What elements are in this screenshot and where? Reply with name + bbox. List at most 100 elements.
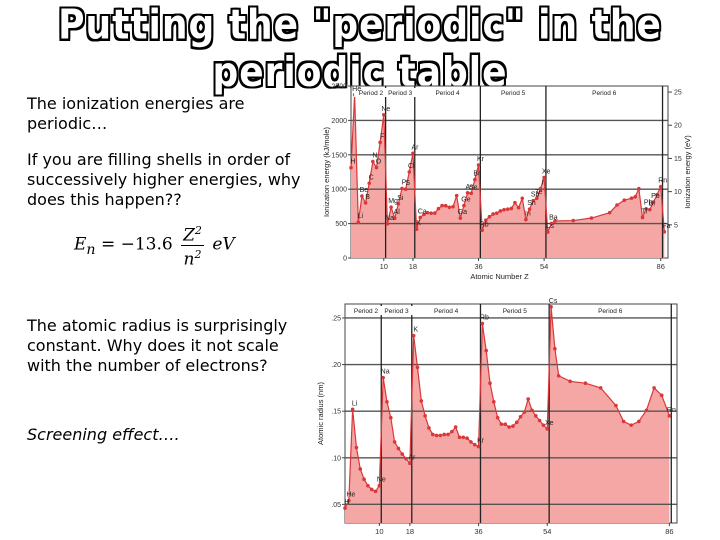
eq-lhs: E <box>74 234 87 255</box>
period-label-bg <box>497 306 532 315</box>
y-tick-label: 1500 <box>331 152 347 159</box>
data-point <box>415 365 420 370</box>
element-label: Cs <box>545 223 554 230</box>
y-tick-label: .15 <box>331 409 341 416</box>
element-label: H <box>344 499 349 506</box>
element-label: B <box>365 194 370 201</box>
element-label: Ba <box>549 214 558 221</box>
data-point <box>647 207 652 212</box>
element-label: K <box>416 220 421 227</box>
data-point <box>502 207 506 212</box>
data-point <box>414 227 419 231</box>
period-label: Period 2 <box>354 308 379 315</box>
data-point <box>429 211 433 216</box>
eq-coef: = −13.6 <box>100 234 173 255</box>
eq-den-sup: 2 <box>194 247 202 261</box>
x-tick-label: 10 <box>380 262 388 271</box>
y-tick-label: 0 <box>343 256 347 263</box>
period-label-bg <box>354 88 389 97</box>
data-point <box>443 203 448 208</box>
data-point <box>343 506 347 510</box>
data-point <box>516 205 521 210</box>
data-point <box>484 348 488 353</box>
data-point <box>454 193 459 198</box>
data-point <box>545 427 550 431</box>
period-label: Period 3 <box>384 308 409 315</box>
x-tick-label: 36 <box>474 527 482 536</box>
eq-num: Z <box>183 225 195 246</box>
element-label: P <box>402 179 407 186</box>
data-point <box>644 408 649 413</box>
data-point <box>621 419 626 424</box>
period-label-bg <box>348 306 383 315</box>
data-point <box>436 206 441 211</box>
x-tick-label: 10 <box>375 527 383 536</box>
data-point <box>453 425 458 429</box>
data-point <box>430 432 435 437</box>
element-label: H <box>350 159 355 166</box>
eq-num-sup: 2 <box>194 224 202 237</box>
x-tick-label: 86 <box>657 262 665 271</box>
period-label: Period 6 <box>592 90 617 97</box>
data-point <box>556 373 561 378</box>
data-point <box>629 423 634 427</box>
y2-axis-label: Ionization energy (eV) <box>683 135 692 209</box>
data-point <box>553 346 557 351</box>
element-label: Mg <box>388 198 398 205</box>
data-point <box>568 379 572 384</box>
data-point <box>488 381 492 386</box>
element-label: Rb <box>480 315 489 322</box>
data-point <box>518 414 523 419</box>
x-tick-label: 54 <box>543 527 551 536</box>
data-point <box>411 333 416 338</box>
data-point <box>484 218 488 222</box>
data-point <box>633 194 638 199</box>
screening-text: Screening effect…. <box>27 425 180 444</box>
y-tick-label: .25 <box>331 315 341 322</box>
x-tick-label: 18 <box>409 262 417 271</box>
data-point <box>505 207 510 211</box>
element-label: Be <box>360 187 369 194</box>
data-point <box>381 113 386 117</box>
data-point <box>408 461 412 466</box>
element-label: Kr <box>477 156 485 163</box>
data-point <box>369 487 374 492</box>
element-label: Li <box>358 213 364 220</box>
element-label: Na <box>381 369 390 376</box>
atomic-radius-chart: Period 2 Period 3 Period 4 Period 5 Period 6… <box>316 298 678 538</box>
element-label: N <box>372 153 377 160</box>
y-tick-label: 2500 <box>331 84 347 91</box>
period-label: Period 5 <box>503 308 528 315</box>
ionization-energy-chart: Period 2 Period 3 Period 4 Period 5 Period 6… <box>322 84 692 282</box>
element-label: Xe <box>542 169 551 176</box>
period-label: Period 5 <box>501 90 526 97</box>
element-label: He <box>352 86 361 93</box>
data-point <box>541 423 546 427</box>
period-label: Period 6 <box>598 308 623 315</box>
data-point <box>549 304 553 309</box>
data-point <box>513 200 517 205</box>
y-tick-label: .10 <box>331 455 341 462</box>
element-label: Te <box>535 189 543 196</box>
element-label: Ar <box>411 144 419 151</box>
data-point <box>526 397 530 401</box>
data-point <box>427 426 431 430</box>
data-point <box>377 483 382 488</box>
y2-tick-label: 15 <box>674 156 682 163</box>
element-label: C <box>369 174 374 181</box>
x-tick-label: 54 <box>540 262 548 271</box>
data-point <box>392 440 397 444</box>
data-point <box>472 442 477 447</box>
period-label-bg <box>430 88 465 97</box>
element-label: Al <box>394 209 401 216</box>
data-point <box>403 187 408 191</box>
x-axis-label: Atomic Number Z <box>472 537 531 538</box>
data-point <box>503 422 508 427</box>
element-label: He <box>346 492 355 499</box>
data-point <box>659 393 664 398</box>
period-label-bg <box>379 306 414 315</box>
x-axis-label: Atomic Number Z <box>470 272 529 281</box>
radius-text: The atomic radius is surprisingly consta… <box>27 316 288 375</box>
data-point <box>480 228 484 233</box>
y2-tick-label: 25 <box>674 90 682 97</box>
